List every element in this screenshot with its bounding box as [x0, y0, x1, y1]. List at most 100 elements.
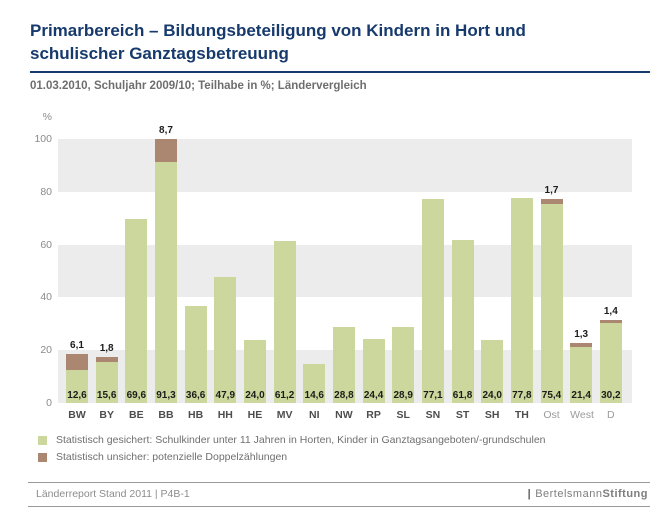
bar-d: 1,4 30,2	[599, 139, 622, 403]
bar-segment-secure	[392, 326, 415, 403]
bar-value-label: 21,4	[571, 390, 591, 401]
bar-segment-secure	[570, 346, 593, 403]
bar-cap-value-label: 1,8	[99, 343, 114, 355]
x-axis-label-ni: NI	[309, 409, 320, 421]
x-axis-label-hb: HB	[188, 409, 204, 421]
x-axis-label-d: D	[607, 409, 615, 421]
plot-band	[58, 191, 632, 245]
x-axis-label-west: West	[570, 409, 594, 421]
bar-by: 1,8 15,6	[95, 139, 118, 403]
bar-value-label: 28,8	[334, 390, 354, 401]
x-axis: BW BY BE BB HB HH HE MV NI NW RP SL SN ST SH TH Ost West D	[58, 409, 632, 421]
bar-segment-secure	[154, 161, 177, 403]
footer-source: Länderreport Stand 2011 | P4B-1	[36, 488, 190, 500]
bar-sn: 77,1	[421, 139, 444, 403]
bar-segment-secure	[66, 369, 88, 403]
bar-segment-secure	[214, 276, 237, 403]
bar-cap-value-label: 1,4	[603, 305, 618, 317]
bar-segment-uncertain	[66, 353, 88, 370]
bar-value-label: 91,3	[156, 390, 176, 401]
y-tick-label: 60	[40, 238, 52, 251]
bar-segment-secure	[125, 219, 148, 403]
bar-rp: 24,4	[362, 139, 385, 403]
bar-segment-secure	[599, 323, 622, 403]
y-axis-unit-label: %	[42, 111, 52, 123]
x-axis-label-bb: BB	[158, 409, 174, 421]
x-axis-label-nw: NW	[335, 409, 353, 421]
bar-value-label: 15,6	[96, 390, 117, 401]
bar-hb: 36,6	[184, 139, 207, 403]
bar-be: 69,6	[125, 139, 148, 403]
y-tick-label: 0	[46, 397, 52, 409]
bar-segment-secure	[95, 361, 118, 403]
legend-swatch-uncertain-icon	[38, 452, 47, 462]
plot-band	[58, 244, 632, 298]
bar-segment-uncertain	[540, 199, 563, 204]
x-axis-label-mv: MV	[276, 409, 293, 421]
legend-item-uncertain: Statistisch unsicher: potenzielle Doppel…	[38, 451, 546, 463]
bar-segment-uncertain	[599, 319, 622, 324]
legend-swatch-secure-icon	[38, 435, 47, 445]
bar-value-label: 77,1	[423, 390, 443, 401]
bar-sh: 24,0	[481, 139, 504, 403]
bar-segment-uncertain	[570, 343, 593, 347]
bar-value-label: 75,4	[541, 390, 562, 401]
bar-value-label: 14,6	[304, 390, 324, 401]
y-tick-label: 40	[40, 291, 52, 304]
bar-value-label: 61,2	[274, 390, 295, 401]
brand-logo: | BertelsmannStiftung	[528, 488, 648, 500]
bar-bb: 8,7 91,3	[154, 125, 177, 403]
legend: Statistisch gesichert: Schulkinder unter…	[38, 434, 546, 468]
bar-value-label: 77,8	[512, 390, 532, 401]
legend-label-secure: Statistisch gesichert: Schulkinder unter…	[56, 434, 546, 446]
x-axis-label-ost: Ost	[543, 409, 560, 421]
bar-segment-secure	[184, 306, 207, 403]
bar-segment-secure	[332, 326, 355, 403]
y-tick-label: 80	[40, 185, 52, 198]
bar-segment-uncertain	[154, 139, 177, 162]
brand-bar-icon: |	[527, 488, 532, 500]
x-axis-label-st: ST	[455, 409, 470, 421]
bar-bw: 6,1 12,6	[66, 139, 88, 403]
legend-label-uncertain: Statistisch unsicher: potenzielle Doppel…	[56, 451, 288, 463]
footer-divider-top	[28, 482, 650, 483]
brand-name-suffix: Stiftung	[602, 488, 648, 500]
x-axis-label-sh: SH	[484, 409, 500, 421]
bar-value-label: 30,2	[601, 390, 621, 401]
plot-area: 6,1 12,6 1,8 15,6 69,6 8,7 91,3 36,6 47,9 24,0 61,…	[58, 125, 632, 403]
bar-segment-secure	[303, 364, 326, 403]
y-tick-label: 20	[40, 344, 52, 357]
bar-cap-value-label: 1,7	[544, 185, 559, 197]
bar-he: 24,0	[243, 139, 266, 403]
bar-hh: 47,9	[214, 139, 237, 403]
bar-west: 1,3 21,4	[570, 139, 593, 403]
bar-value-label: 61,8	[452, 390, 473, 401]
title-divider	[30, 71, 650, 73]
bar-value-label: 69,6	[126, 390, 147, 401]
bar-segment-uncertain	[95, 357, 118, 362]
bar-value-label: 12,6	[67, 390, 87, 401]
y-axis: 100 80 60 40 20 0	[14, 133, 52, 409]
legend-item-secure: Statistisch gesichert: Schulkinder unter…	[38, 434, 546, 446]
bar-segment-secure	[362, 338, 385, 403]
x-axis-label-sn: SN	[425, 409, 441, 421]
plot-band	[58, 139, 632, 192]
y-tick-label: 100	[34, 133, 52, 145]
bar-value-label: 24,4	[363, 390, 384, 401]
bar-value-label: 36,6	[185, 390, 206, 401]
bar-value-label: 24,0	[482, 390, 502, 401]
bar-ost: 1,7 75,4	[540, 139, 563, 403]
brand-name: Bertelsmann	[535, 488, 603, 500]
bar-value-label: 47,9	[215, 390, 236, 401]
bar-value-label: 28,9	[393, 390, 413, 401]
bar-segment-secure	[451, 239, 474, 403]
bars: 6,1 12,6 1,8 15,6 69,6 8,7 91,3 36,6 47,9 24,0 61,…	[58, 125, 632, 403]
bar-segment-secure	[421, 199, 444, 403]
x-axis-label-th: TH	[514, 409, 529, 421]
bar-st: 61,8	[451, 139, 474, 403]
bar-nw: 28,8	[332, 139, 355, 403]
bar-segment-secure	[481, 339, 504, 403]
bar-sl: 28,9	[392, 139, 415, 403]
bar-mv: 61,2	[273, 139, 296, 403]
page-title: Primarbereich – Bildungsbeteiligung von …	[30, 21, 526, 63]
